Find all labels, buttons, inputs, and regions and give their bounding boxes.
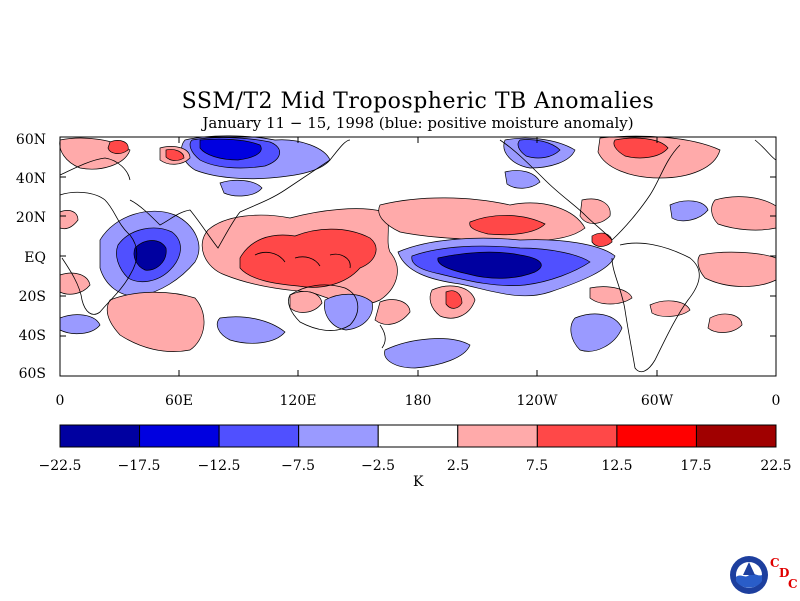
lon-label: 120E — [279, 393, 317, 409]
noaa-logo — [729, 553, 773, 601]
lat-label: EQ — [24, 250, 46, 266]
lat-label: 40S — [18, 328, 46, 344]
anomaly-region-red — [165, 149, 185, 161]
anomaly-region-pink — [707, 313, 743, 333]
colorbar-tick-label: −22.5 — [38, 458, 82, 474]
coastlines — [59, 139, 777, 373]
lat-label: 40N — [15, 171, 46, 187]
anomaly-region-lightblue — [216, 316, 286, 344]
anomaly-region-lightblue — [219, 179, 263, 197]
coastline-europe — [59, 157, 131, 181]
lon-label: 0 — [771, 393, 781, 409]
anomaly-region-lightblue — [384, 338, 471, 369]
colorbar-swatch — [139, 424, 220, 448]
anomaly-region-red — [613, 137, 669, 159]
lon-label: 0 — [55, 393, 65, 409]
anomaly-region-pink — [697, 251, 777, 287]
lon-label: 60E — [164, 393, 194, 409]
colorbar-tick-label: 7.5 — [525, 458, 549, 474]
anomaly-region-pink — [711, 196, 777, 231]
anomaly-field — [59, 135, 777, 369]
lat-label: 60S — [18, 366, 46, 382]
colorbar-tick-label: 22.5 — [760, 458, 792, 474]
colorbar-swatch — [457, 424, 538, 448]
anomaly-region-pink — [59, 210, 79, 230]
colorbar-swatch — [59, 424, 141, 448]
colorbar-swatch — [377, 424, 459, 448]
colorbar-tick-label: 2.5 — [446, 458, 470, 474]
colorbar-tick-label: 17.5 — [680, 458, 712, 474]
anomaly-region-pink — [579, 198, 611, 224]
colorbar-tick-label: −7.5 — [281, 458, 315, 474]
coastline-south-america — [611, 242, 700, 373]
colorbar-swatch — [616, 424, 697, 448]
anomaly-region-blue — [517, 139, 561, 159]
axis-ticks — [59, 136, 777, 377]
map-subtitle: January 11 − 15, 1998 (blue: positive mo… — [202, 114, 634, 132]
coastline-greenland — [754, 139, 777, 161]
anomaly-region-pink — [59, 272, 91, 295]
colorbar-tick-label: −17.5 — [117, 458, 161, 474]
anomaly-region-lightblue — [324, 293, 373, 331]
coastline-nz — [379, 324, 386, 349]
anomaly-region-pink — [374, 299, 411, 325]
lon-label: 120W — [516, 393, 558, 409]
noaa-logo-icon — [730, 556, 768, 594]
anomaly-region-red — [239, 228, 377, 288]
anomaly-region-lightblue — [504, 170, 541, 189]
anomaly-region-pink — [289, 291, 323, 313]
lat-label: 20N — [15, 210, 46, 226]
cdc-letter: D — [779, 566, 790, 580]
lat-label: 20S — [18, 289, 46, 305]
colorbar-swatch — [695, 424, 777, 448]
anomaly-region-lightblue — [669, 200, 709, 222]
anomaly-region-pink — [106, 291, 205, 352]
anomaly-region-pink — [589, 286, 633, 305]
anomaly-region-darkblue — [133, 240, 167, 271]
colorbar-tick-label: 12.5 — [601, 458, 633, 474]
lon-label: 180 — [404, 393, 432, 409]
anomaly-region-lightblue — [570, 313, 623, 352]
anomaly-region-red — [445, 290, 463, 309]
lat-label: 60N — [15, 132, 46, 148]
anomaly-region-darkblue — [437, 251, 542, 279]
anomaly-region-lightblue — [59, 314, 101, 335]
colorbar-unit-label: K — [413, 474, 424, 490]
colorbar-swatch — [536, 424, 618, 448]
cdc-letter: C — [788, 577, 798, 591]
anomaly-region-red — [591, 232, 613, 247]
anomaly-region-red — [469, 215, 546, 236]
cdc-letter: C — [770, 556, 780, 570]
anomaly-region-pink — [649, 300, 691, 317]
coastline-east-asia — [239, 139, 351, 213]
anomaly-region-red — [107, 140, 129, 154]
colorbar-tick-label: −2.5 — [361, 458, 395, 474]
lon-label: 60W — [640, 393, 674, 409]
colorbar — [59, 424, 777, 448]
coastline-north-america — [499, 139, 681, 241]
coastline-arabia-india — [129, 199, 241, 249]
map-title: SSM/T2 Mid Tropospheric TB Anomalies — [181, 89, 655, 114]
coastline-australia — [288, 284, 359, 331]
anomaly-region-darkblue — [199, 138, 262, 161]
coastline-africa — [59, 191, 138, 315]
colorbar-swatch — [218, 424, 300, 448]
coastline-maritime — [254, 251, 351, 269]
colorbar-tick-label: −12.5 — [197, 458, 241, 474]
colorbar-swatch — [298, 424, 379, 448]
